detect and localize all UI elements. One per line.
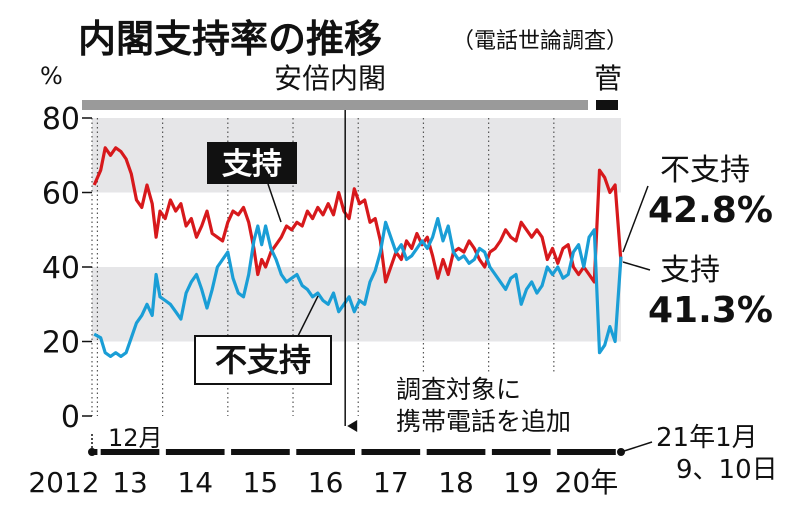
- annotation-line-2: 携帯電話を追加: [396, 407, 571, 436]
- x-tick-label-2012: 2012: [28, 466, 99, 499]
- y-tick-60: 60: [42, 177, 80, 212]
- x-tick-label-14: 14: [177, 466, 213, 499]
- x-axis-segment-6: [426, 449, 486, 455]
- y-tick-20: 20: [42, 326, 80, 361]
- x-axis-segment-2: [165, 449, 225, 455]
- x-tick-label-18: 18: [438, 466, 474, 499]
- series-line-1: [93, 217, 623, 358]
- chart-subtitle: （電話世論調査）: [452, 29, 628, 54]
- x-tick-label-17: 17: [373, 466, 409, 499]
- chart-title: 内閣支持率の推移: [78, 17, 382, 61]
- right-support-pointer: [622, 261, 651, 271]
- method-change-arrow: [347, 420, 358, 432]
- x-tick-label-20年: 20年: [555, 466, 619, 499]
- right-disapprove-pointer: [622, 185, 649, 253]
- band-0: [92, 118, 621, 193]
- era-bar-1: [596, 100, 618, 110]
- y-tick-40: 40: [42, 251, 80, 286]
- x-axis-segment-1: [100, 449, 160, 455]
- x-tick-label-16: 16: [308, 466, 344, 499]
- era-label-1: 菅: [594, 62, 622, 95]
- y-axis-unit: %: [40, 62, 63, 90]
- series-lines: [92, 146, 623, 358]
- support-tag-label: 支持: [222, 147, 282, 182]
- disapprove-tag-label: 不支持: [215, 341, 311, 379]
- right-support-label: 支持: [660, 253, 720, 288]
- annotation-box: [388, 372, 636, 438]
- disapprove-tag: 不支持: [194, 335, 332, 385]
- right-disapprove-label: 不支持: [660, 153, 750, 188]
- x-tick-label-19: 19: [503, 466, 539, 499]
- x-axis-segment-3: [231, 449, 290, 455]
- era-label-0: 安倍内閣: [274, 62, 386, 95]
- right-disapprove-value: 42.8%: [648, 190, 773, 231]
- support-tag: 支持: [207, 142, 297, 184]
- series-line-0: [92, 146, 623, 284]
- x-tick-label-15: 15: [243, 466, 279, 499]
- y-axis-ticks: 0 20 40 60 80: [42, 102, 92, 435]
- x-axis-segment-7: [491, 449, 551, 455]
- x-tick-label-13: 13: [112, 466, 148, 499]
- x-axis-segment-8: [557, 449, 616, 455]
- support-tag-pointer: [267, 183, 282, 223]
- end-date-note-line-2: 9、10日: [676, 455, 778, 485]
- disapprove-tag-pointer: [297, 295, 319, 337]
- annotation-line-1: 調査対象に: [396, 375, 521, 404]
- end-date-note-line-1: 21年1月: [656, 423, 758, 453]
- end-note-pointer: [620, 441, 653, 453]
- era-bar-0: [82, 100, 588, 110]
- y-tick-0: 0: [61, 400, 80, 435]
- start-month-note: 12月: [108, 424, 163, 452]
- right-support-value: 41.3%: [648, 290, 773, 331]
- x-axis-segment-4: [296, 449, 355, 455]
- y-tick-80: 80: [42, 102, 80, 137]
- x-axis: 2012 13 14 15 16 17 18 19 20年: [28, 432, 653, 499]
- x-axis-segment-5: [361, 449, 421, 455]
- era-bars: 安倍内閣 菅: [82, 62, 622, 110]
